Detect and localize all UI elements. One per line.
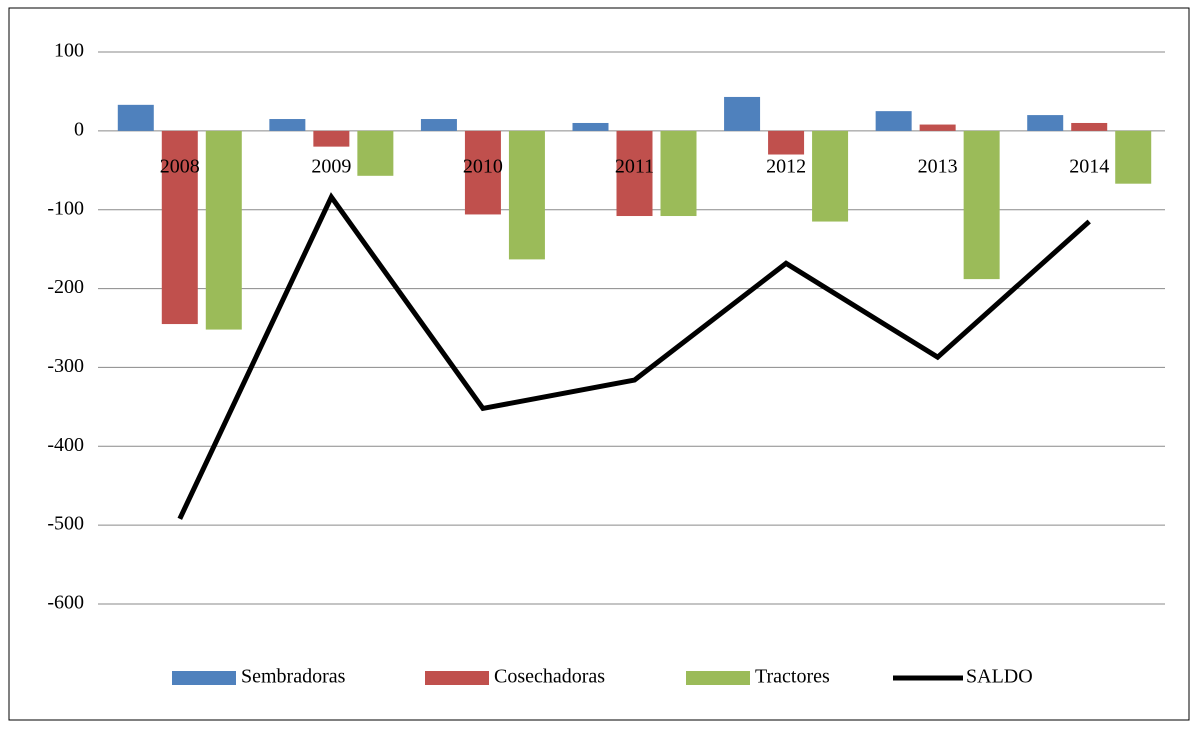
bar <box>161 130 198 325</box>
bar <box>269 119 306 131</box>
y-tick-label: -300 <box>47 355 84 377</box>
bar <box>724 96 761 131</box>
legend-swatch <box>425 671 489 685</box>
legend-label: Tractores <box>755 666 830 688</box>
bar <box>420 119 457 131</box>
y-tick-label: 100 <box>54 40 84 62</box>
bar <box>117 104 154 131</box>
y-tick-label: -200 <box>47 276 84 298</box>
legend-label: SALDO <box>966 666 1033 688</box>
x-tick-label: 2010 <box>463 156 503 178</box>
y-tick-label: -500 <box>47 513 84 535</box>
y-tick-label: -400 <box>47 434 84 456</box>
bar <box>464 130 501 215</box>
legend-swatch <box>172 671 236 685</box>
bar <box>205 130 242 330</box>
bar <box>1027 115 1064 131</box>
bar <box>1115 130 1152 184</box>
bar <box>660 130 697 217</box>
bar <box>508 130 545 260</box>
chart-border <box>8 7 1190 721</box>
bar <box>963 130 1000 280</box>
x-tick-label: 2012 <box>766 156 806 178</box>
bar <box>572 122 609 131</box>
bar <box>313 130 350 147</box>
bar <box>1071 122 1108 131</box>
y-tick-label: -600 <box>47 592 84 614</box>
x-tick-label: 2014 <box>1069 156 1109 178</box>
line-series <box>177 192 1091 520</box>
bar <box>812 130 849 222</box>
bar <box>616 130 653 217</box>
legend-label: Sembradoras <box>241 666 346 688</box>
x-tick-label: 2008 <box>160 156 200 178</box>
legend-label: Cosechadoras <box>494 666 605 688</box>
x-tick-label: 2013 <box>918 156 958 178</box>
legend-swatch <box>686 671 750 685</box>
x-tick-label: 2011 <box>615 156 654 178</box>
bar <box>875 111 912 131</box>
bar <box>919 124 956 131</box>
x-tick-label: 2009 <box>311 156 351 178</box>
bar <box>357 130 394 176</box>
bar <box>768 130 805 155</box>
y-tick-label: -100 <box>47 197 84 219</box>
y-tick-label: 0 <box>74 118 84 140</box>
